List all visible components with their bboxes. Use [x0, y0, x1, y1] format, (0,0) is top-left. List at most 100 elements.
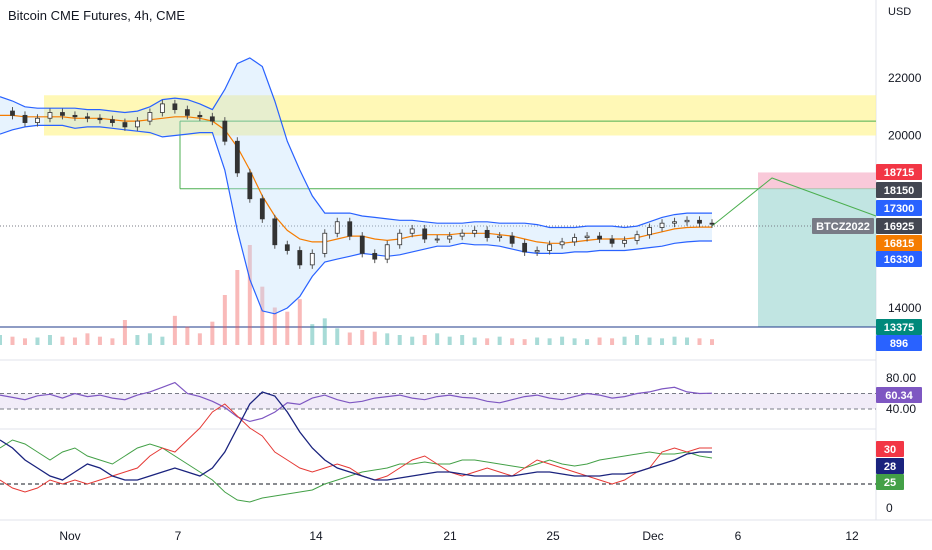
volume-bar — [422, 335, 427, 345]
y-tick-label: 20000 — [888, 129, 922, 143]
currency-label: USD — [888, 6, 912, 18]
volume-bar — [372, 331, 377, 345]
volume-bar — [85, 333, 90, 345]
candle-body — [459, 232, 465, 237]
candle-body — [559, 241, 565, 246]
volume-bar — [147, 333, 152, 345]
candle-body — [72, 114, 78, 118]
volume-bar — [222, 295, 227, 345]
volume-bar — [97, 336, 102, 345]
rsi-line — [0, 381, 713, 423]
price-tag-label: 17300 — [884, 203, 915, 215]
volume-bar — [272, 307, 277, 345]
x-tick-label: Nov — [59, 529, 80, 543]
rsi-tick-label: 40.00 — [886, 402, 916, 416]
dmi-plus-line — [0, 439, 713, 503]
volume-bar — [410, 336, 415, 345]
volume-bar — [210, 321, 215, 345]
price-tag-label: 16330 — [884, 254, 915, 266]
candle-body — [172, 103, 178, 111]
x-tick-label: 6 — [735, 529, 742, 543]
bollinger-fill — [0, 57, 712, 314]
candle-body — [122, 122, 128, 128]
volume-bar — [447, 336, 452, 345]
zone-layer — [0, 95, 877, 328]
volume-bar — [60, 336, 65, 345]
candle-body — [35, 117, 40, 123]
volume-bar — [247, 245, 252, 345]
volume-bar — [485, 338, 490, 345]
candle-body — [684, 219, 690, 223]
volume-bar — [135, 335, 140, 345]
rsi-value-bg — [876, 387, 922, 403]
candle-body — [259, 198, 265, 220]
bollinger-lower — [0, 124, 712, 315]
volume-bar — [435, 333, 440, 345]
price-tag-bg — [876, 218, 922, 234]
candle-body — [159, 103, 165, 113]
candle-body — [22, 114, 28, 123]
candle-body — [359, 235, 365, 254]
candle-body — [659, 222, 665, 228]
candle-body — [272, 218, 278, 246]
rsi-layer — [0, 381, 876, 423]
x-tick-label: 12 — [845, 529, 859, 543]
candle-body — [672, 221, 677, 224]
candle-body — [597, 235, 602, 240]
price-tag-label: 896 — [890, 338, 908, 350]
y-tick-label: 22000 — [888, 71, 922, 85]
price-tag-bg — [876, 164, 922, 180]
price-tag-bg — [876, 200, 922, 216]
candle-body — [409, 228, 415, 234]
dmi-value-bg — [876, 458, 904, 474]
candle-body — [547, 244, 553, 251]
volume-bar — [572, 338, 577, 345]
volume-bar — [122, 320, 127, 345]
candle-body — [322, 232, 328, 254]
volume-bar — [497, 336, 502, 345]
volume-bar — [660, 338, 665, 345]
candle-body — [284, 244, 290, 251]
rsi-value-label: 60.34 — [885, 390, 913, 402]
x-tick-label: 21 — [443, 529, 457, 543]
volume-bar — [110, 338, 115, 345]
candle-body — [534, 250, 540, 253]
x-tick-label: 25 — [546, 529, 560, 543]
candle-body — [234, 140, 240, 174]
candle-body — [110, 119, 115, 123]
candle-body — [222, 120, 228, 142]
candle-body — [634, 234, 640, 241]
price-tag-bg — [876, 182, 922, 198]
volume-bar — [10, 336, 15, 345]
bollinger-upper — [0, 57, 712, 229]
x-tick-label: 14 — [309, 529, 323, 543]
volume-bar — [260, 286, 265, 345]
volume-bar — [235, 270, 240, 345]
volume-bar — [560, 336, 565, 345]
candle-body — [709, 222, 715, 225]
price-tag-bg — [876, 319, 922, 335]
volume-bar — [35, 337, 40, 345]
dmi-value-label: 25 — [884, 477, 896, 489]
candle-body — [384, 244, 390, 260]
target-zone — [758, 188, 876, 327]
candle-body — [422, 228, 428, 240]
candle-body — [209, 116, 215, 122]
dmi-value-label: 30 — [884, 444, 896, 456]
candle-body — [135, 120, 140, 128]
price-tag-label: 18150 — [884, 185, 915, 197]
volume-bar — [610, 338, 615, 345]
candle-body — [184, 109, 190, 116]
volume-bar — [172, 315, 177, 345]
volume-bar — [0, 335, 2, 345]
volume-bar — [622, 336, 627, 345]
price-tag-bg — [876, 251, 922, 267]
dmi-value-bg — [876, 441, 904, 457]
volume-bar — [297, 299, 302, 345]
candle-body — [247, 172, 253, 200]
candle-body — [472, 229, 478, 234]
candle-body — [197, 114, 203, 118]
candle-body — [522, 242, 528, 253]
dmi-tick-label: 0 — [886, 501, 893, 515]
